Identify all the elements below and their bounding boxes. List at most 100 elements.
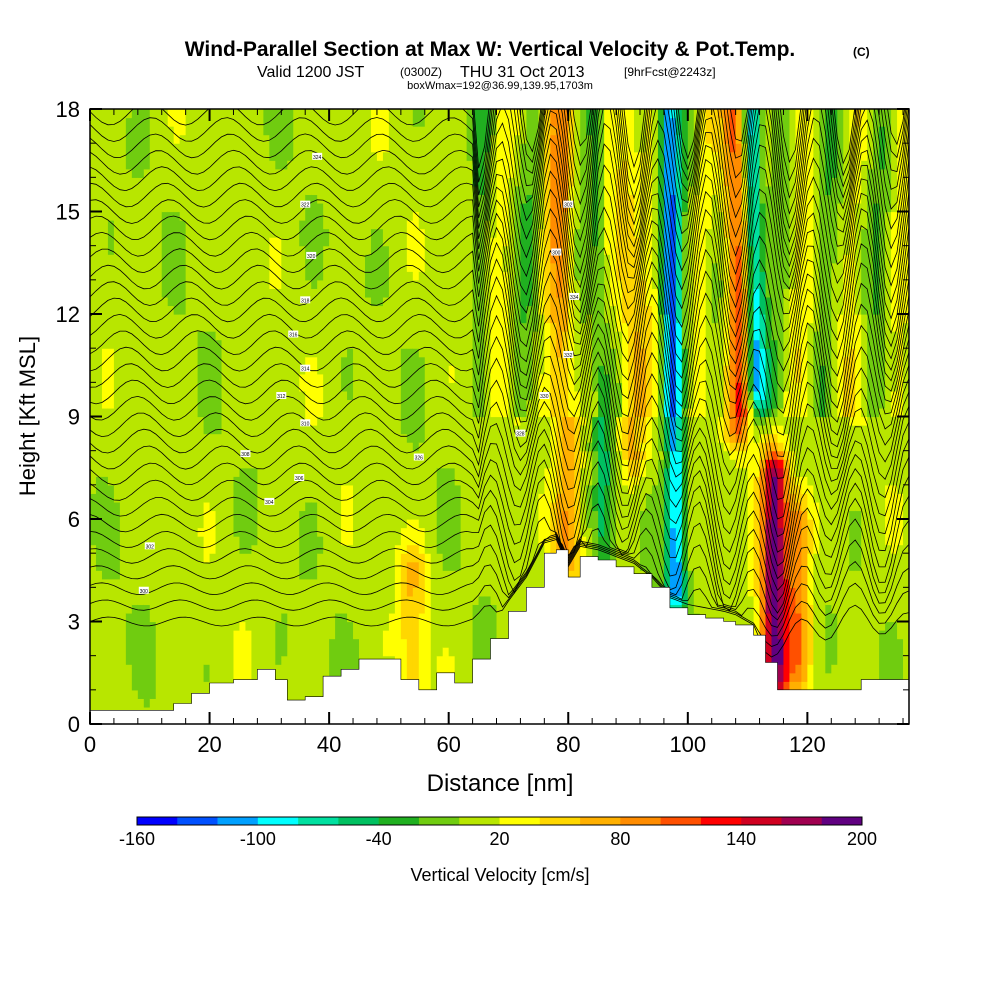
velocity-cell [783,288,791,392]
colorbar-swatch [499,817,541,825]
velocity-cell [400,527,408,554]
theta-contour [90,122,909,276]
contour-label: 300 [138,586,149,595]
velocity-cell [107,109,115,221]
velocity-cell [173,109,181,144]
y-axis-label: Height [Kft MSL] [15,336,40,496]
velocity-cell [801,681,808,691]
colorbar-swatch [257,817,299,825]
velocity-cell [149,109,157,623]
velocity-cell [849,425,856,512]
velocity-cell [759,399,767,409]
velocity-cell [257,109,264,724]
velocity-cell [765,612,773,682]
velocity-cell [568,109,575,187]
velocity-cell [454,109,462,486]
velocity-cell [604,322,611,375]
velocity-cell [568,416,575,571]
velocity-cell [275,237,282,289]
velocity-cell [197,527,205,537]
velocity-cell [813,331,820,418]
velocity-cell [442,570,450,648]
velocity-cell [149,621,157,699]
velocity-cell [861,416,868,426]
velocity-cell [281,168,288,614]
velocity-cell [610,348,617,606]
velocity-cell [95,570,103,724]
velocity-cell [729,459,737,724]
valid-time-line: Valid 1200 JST (0300Z) THU 31 Oct 2013 [… [257,64,716,81]
velocity-cell [520,202,528,324]
velocity-cell [831,177,838,264]
velocity-cell [699,416,707,724]
velocity-cell [239,109,247,469]
velocity-cell [125,168,133,614]
velocity-cell [269,160,276,238]
velocity-cell [873,314,880,418]
x-tick-label: 60 [436,732,460,757]
velocity-cell [137,604,145,699]
velocity-cell [735,416,743,435]
velocity-cell [317,553,324,724]
velocity-cell [645,459,653,494]
velocity-cell [765,185,773,298]
velocity-cell [305,425,312,503]
theta-contour [90,366,909,520]
velocity-cell [622,160,629,324]
velocity-cell [783,109,791,289]
svg-text:324: 324 [313,155,322,161]
velocity-cell [263,134,270,724]
velocity-cell [418,109,426,127]
velocity-cell [287,160,294,724]
contour-label: 324 [312,152,323,161]
velocity-cell [634,109,641,153]
x-tick-label: 80 [556,732,580,757]
velocity-cell [394,544,402,708]
velocity-cell [364,254,372,298]
box-wmax-info: boxWmax=192@36.99,139.95,1703m [407,80,593,92]
velocity-cell [538,109,545,230]
velocity-cell [873,416,880,724]
y-tick-label: 15 [56,200,80,225]
velocity-cell [681,570,689,606]
velocity-cell [813,109,820,332]
contour-label: 304 [264,497,275,506]
velocity-cell [795,501,802,512]
velocity-cell [251,467,258,546]
colorbar [136,816,863,826]
velocity-cell [556,493,563,563]
velocity-cell [622,416,629,460]
velocity-cell [711,151,719,196]
velocity-cell [448,382,456,469]
velocity-cell [532,331,539,724]
velocity-cell [215,339,223,435]
velocity-cell [179,220,187,315]
velocity-cell [299,510,306,580]
contour-label: 328 [515,429,526,438]
velocity-cell [705,143,713,230]
copyright-mark: (C) [853,45,870,59]
velocity-cell [765,450,773,460]
velocity-cell [538,314,545,375]
svg-text:302: 302 [564,203,573,209]
velocity-cell [783,467,791,503]
velocity-cell [197,536,205,724]
velocity-cell [729,109,737,153]
theta-contour [90,225,909,365]
velocity-cell [143,109,151,170]
velocity-cell [849,510,856,571]
velocity-cell [777,467,785,529]
svg-text:302: 302 [146,544,155,550]
velocity-cell [317,373,324,418]
velocity-cell [777,407,785,426]
velocity-cell [807,484,814,520]
velocity-cell [370,228,378,307]
velocity-cell [125,612,133,665]
velocity-cell [299,578,306,724]
velocity-cell [544,109,551,324]
potential-temperature-contours: 300 302 304 306 308 310 312 314 316 318 320 322 324 3… [90,109,909,658]
velocity-cell [807,664,814,699]
velocity-cell [771,476,779,682]
velocity-cell [723,450,731,724]
velocity-cell [275,288,282,623]
